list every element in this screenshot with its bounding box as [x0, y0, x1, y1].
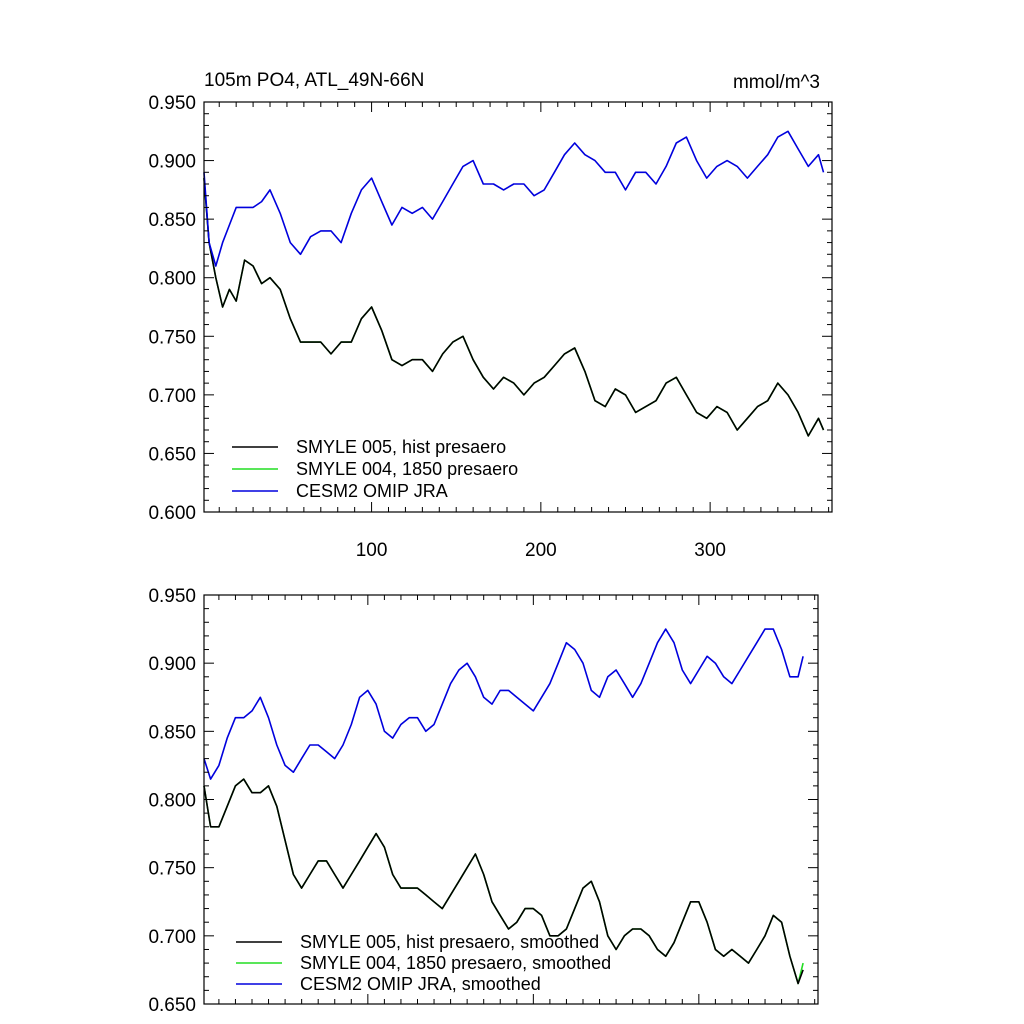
plot-frame [203, 101, 833, 513]
tick-layer: 0.600 0.650 0.700 0.750 0.800 0.850 0.900 0.950… [148, 93, 832, 561]
series-line-2 [203, 130, 825, 267]
legend-label-omip: CESM2 OMIP JRA [296, 481, 448, 501]
series-line-0 [203, 178, 825, 437]
y-tick-label: 0.750 [148, 327, 196, 348]
legend: SMYLE 005, hist presaero SMYLE 004, 1850… [232, 437, 518, 501]
legend-label-1850: SMYLE 004, 1850 presaero [296, 459, 518, 479]
x-tick-label: 200 [525, 540, 557, 561]
legend-entry-1850-smoothed: SMYLE 004, 1850 presaero, smoothed [236, 953, 611, 973]
series-line-0 [203, 778, 804, 985]
legend-entry-omip-smoothed: CESM2 OMIP JRA, smoothed [236, 974, 541, 994]
legend-label-hist: SMYLE 005, hist presaero [296, 437, 506, 457]
series-line-2 [203, 628, 804, 780]
series-layer [203, 628, 804, 985]
legend-entry-hist: SMYLE 005, hist presaero [232, 437, 506, 457]
y-tick-label: 0.650 [148, 995, 196, 1016]
y-tick-label: 0.700 [148, 927, 196, 948]
series-line-1 [203, 178, 825, 437]
chart-title: 105m PO4, ATL_49N-66N [204, 70, 424, 91]
y-tick-label: 0.600 [148, 503, 196, 524]
y-tick-label: 0.900 [148, 152, 196, 173]
y-tick-label: 0.750 [148, 859, 196, 880]
legend-label-omip-smoothed: CESM2 OMIP JRA, smoothed [300, 974, 541, 994]
y-tick-label: 0.850 [148, 210, 196, 231]
y-tick-label: 0.700 [148, 386, 196, 407]
y-tick-label: 0.950 [148, 586, 196, 607]
y-tick-label: 0.850 [148, 722, 196, 743]
y-tick-label: 0.800 [148, 791, 196, 812]
legend: SMYLE 005, hist presaero, smoothed SMYLE… [236, 932, 611, 994]
x-tick-label: 300 [694, 540, 726, 561]
bottom-panel: 0.650 0.700 0.750 0.800 0.850 0.900 0.950 SMYL… [148, 586, 819, 1016]
series-layer [203, 130, 825, 437]
legend-entry-omip: CESM2 OMIP JRA [232, 481, 448, 501]
legend-label-1850-smoothed: SMYLE 004, 1850 presaero, smoothed [300, 953, 611, 973]
legend-label-hist-smoothed: SMYLE 005, hist presaero, smoothed [300, 932, 599, 952]
legend-entry-hist-smoothed: SMYLE 005, hist presaero, smoothed [236, 932, 599, 952]
top-panel: 105m PO4, ATL_49N-66N mmol/m^3 0.600 0.65… [148, 70, 833, 561]
x-tick-label: 100 [356, 540, 388, 561]
y-tick-label: 0.800 [148, 269, 196, 290]
tick-layer: 0.650 0.700 0.750 0.800 0.850 0.900 0.950 [148, 586, 818, 1016]
units-label: mmol/m^3 [733, 72, 820, 93]
legend-entry-1850: SMYLE 004, 1850 presaero [232, 459, 518, 479]
y-tick-label: 0.900 [148, 654, 196, 675]
plot-frame [203, 594, 819, 1005]
y-tick-label: 0.650 [148, 444, 196, 465]
y-tick-label: 0.950 [148, 93, 196, 114]
